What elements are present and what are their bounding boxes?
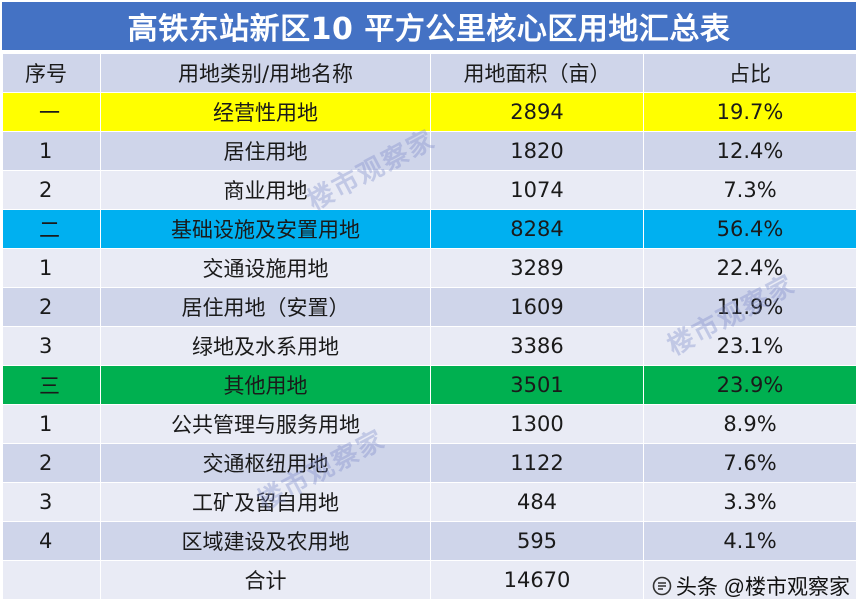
row-no: 2 (2, 287, 101, 327)
row-ratio: 11.9% (643, 287, 857, 327)
table-row: 1 居住用地 1820 12.4% (2, 131, 857, 171)
footer-label: 头条 @楼市观察家 (675, 576, 850, 599)
row-name: 绿地及水系用地 (100, 326, 431, 366)
table-row: 4 区域建设及农用地 595 4.1% (2, 521, 857, 561)
row-name: 区域建设及农用地 (100, 521, 431, 561)
table-row: 2 居住用地（安置） 1609 11.9% (2, 287, 857, 327)
category-row-other: 三 其他用地 3501 23.9% (2, 365, 857, 405)
row-area: 1609 (430, 287, 644, 327)
row-no: 1 (2, 404, 101, 444)
row-ratio: 19.7% (643, 92, 857, 132)
row-name: 居住用地 (100, 131, 431, 171)
total-row: 合计 14670 (2, 560, 857, 600)
row-area: 8284 (430, 209, 644, 249)
header-name: 用地类别/用地名称 (100, 53, 431, 93)
table-title: 高铁东站新区10 平方公里核心区用地汇总表 (2, 2, 856, 50)
table-row: 3 工矿及留自用地 484 3.3% (2, 482, 857, 522)
row-ratio: 56.4% (643, 209, 857, 249)
row-area: 1074 (430, 170, 644, 210)
row-name: 交通设施用地 (100, 248, 431, 288)
row-no: 三 (2, 365, 101, 405)
table-row: 2 商业用地 1074 7.3% (2, 170, 857, 210)
category-row-operating: 一 经营性用地 2894 19.7% (2, 92, 857, 132)
row-area: 3501 (430, 365, 644, 405)
row-name: 其他用地 (100, 365, 431, 405)
row-ratio: 22.4% (643, 248, 857, 288)
table-row: 1 公共管理与服务用地 1300 8.9% (2, 404, 857, 444)
row-area: 1122 (430, 443, 644, 483)
category-row-infrastructure: 二 基础设施及安置用地 8284 56.4% (2, 209, 857, 249)
header-row: 序号 用地类别/用地名称 用地面积（亩） 占比 (2, 53, 857, 93)
row-no: 3 (2, 482, 101, 522)
footer-attribution: 头条 @楼市观察家 (652, 571, 850, 601)
row-ratio: 23.9% (643, 365, 857, 405)
row-no: 2 (2, 443, 101, 483)
row-no: 4 (2, 521, 101, 561)
row-name: 商业用地 (100, 170, 431, 210)
row-area: 595 (430, 521, 644, 561)
row-area: 3386 (430, 326, 644, 366)
row-area: 1300 (430, 404, 644, 444)
row-area: 484 (430, 482, 644, 522)
table-row: 1 交通设施用地 3289 22.4% (2, 248, 857, 288)
row-no: 2 (2, 170, 101, 210)
row-no: 1 (2, 131, 101, 171)
row-area: 2894 (430, 92, 644, 132)
row-ratio: 23.1% (643, 326, 857, 366)
row-no: 1 (2, 248, 101, 288)
row-area: 1820 (430, 131, 644, 171)
total-no (2, 560, 101, 600)
row-ratio: 8.9% (643, 404, 857, 444)
land-use-table: 序号 用地类别/用地名称 用地面积（亩） 占比 一 经营性用地 2894 19.… (2, 53, 857, 600)
row-name: 交通枢纽用地 (100, 443, 431, 483)
header-area: 用地面积（亩） (430, 53, 644, 93)
total-ratio (643, 560, 857, 600)
toutiao-icon (652, 576, 672, 596)
header-no: 序号 (2, 53, 101, 93)
row-ratio: 12.4% (643, 131, 857, 171)
total-label: 合计 (100, 560, 431, 600)
row-ratio: 7.3% (643, 170, 857, 210)
row-no: 一 (2, 92, 101, 132)
row-name: 工矿及留自用地 (100, 482, 431, 522)
total-area: 14670 (430, 560, 644, 600)
table-row: 2 交通枢纽用地 1122 7.6% (2, 443, 857, 483)
table-row: 3 绿地及水系用地 3386 23.1% (2, 326, 857, 366)
row-name: 经营性用地 (100, 92, 431, 132)
row-name: 公共管理与服务用地 (100, 404, 431, 444)
row-ratio: 7.6% (643, 443, 857, 483)
row-ratio: 3.3% (643, 482, 857, 522)
row-name: 基础设施及安置用地 (100, 209, 431, 249)
row-no: 二 (2, 209, 101, 249)
row-ratio: 4.1% (643, 521, 857, 561)
row-area: 3289 (430, 248, 644, 288)
row-no: 3 (2, 326, 101, 366)
row-name: 居住用地（安置） (100, 287, 431, 327)
header-ratio: 占比 (643, 53, 857, 93)
